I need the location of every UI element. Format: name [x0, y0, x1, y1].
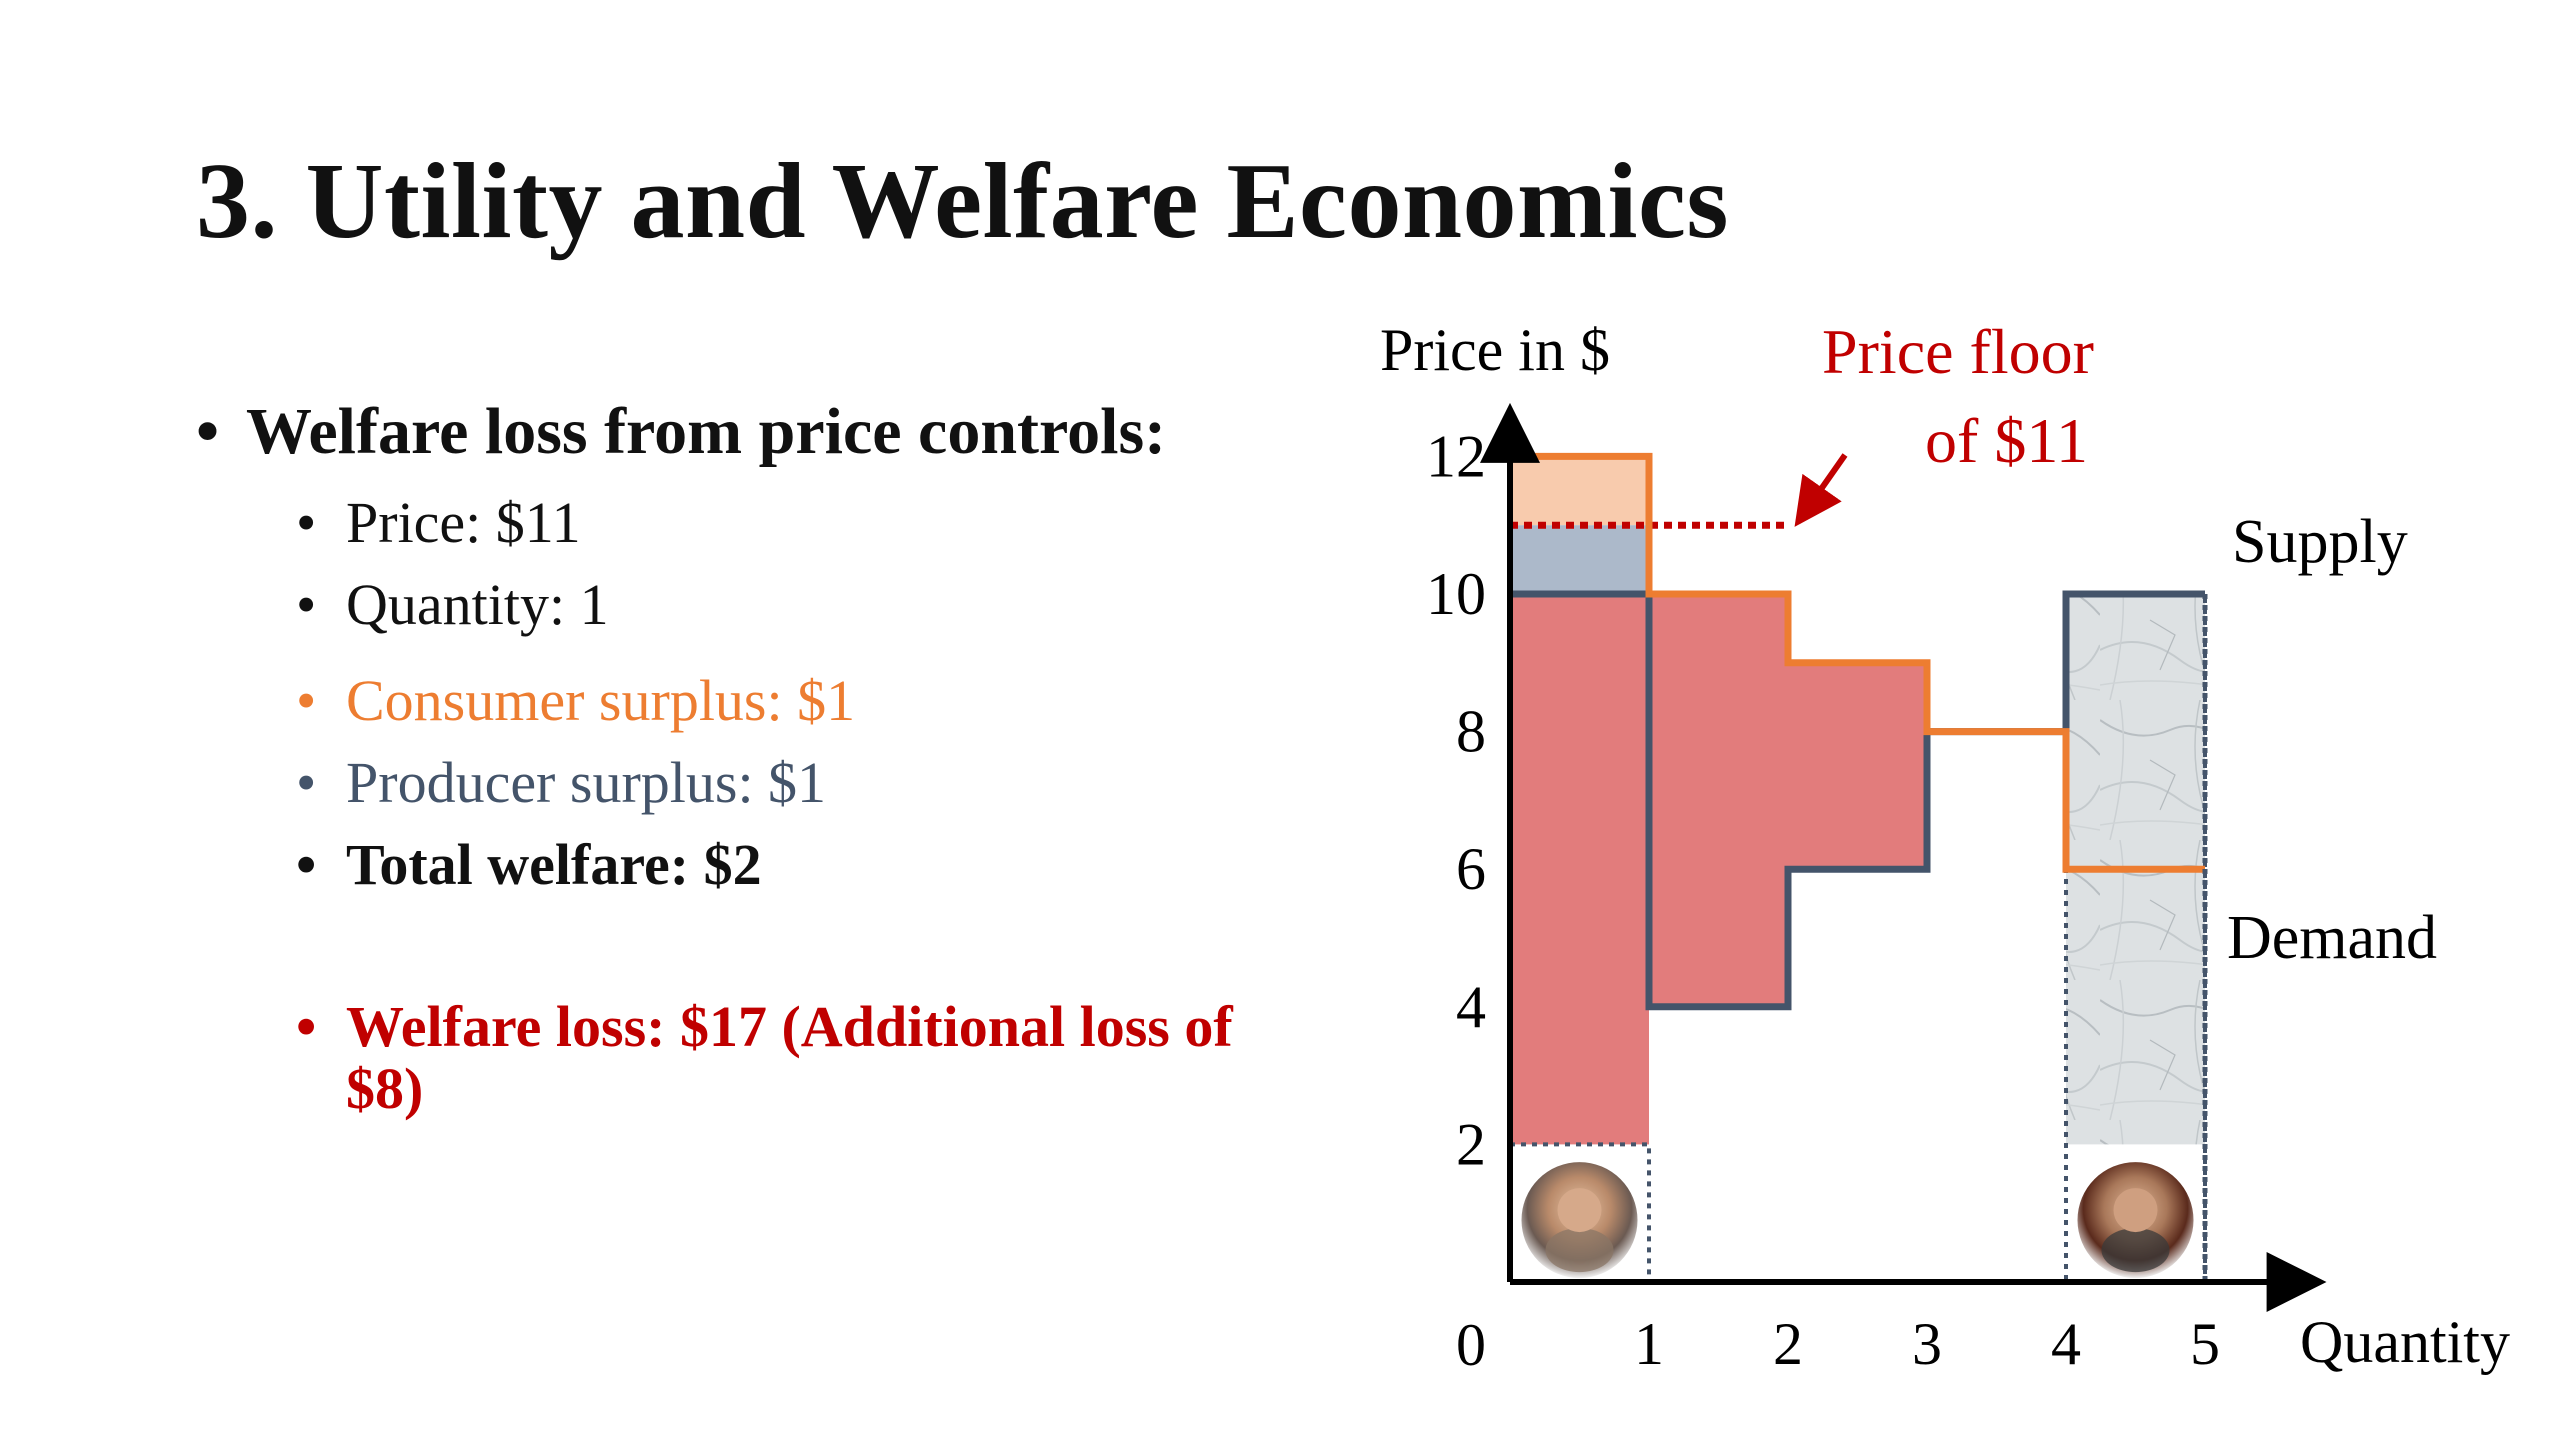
y-tick-12: 12	[1426, 423, 1486, 489]
y-tick-2: 2	[1456, 1111, 1486, 1177]
slide-title: 3. Utility and Welfare Economics	[196, 142, 1729, 261]
bullet-welfare-loss-price-controls: Welfare loss from price controls:	[196, 390, 1316, 474]
x-tick-4: 4	[2051, 1311, 2081, 1377]
y-tick-10: 10	[1426, 561, 1486, 627]
welfare-loss-2	[1649, 594, 1788, 1007]
producer-avatar-shoulders	[2101, 1228, 2170, 1273]
supply-curve	[1510, 590, 2205, 1011]
x-tick-2: 2	[1773, 1311, 1803, 1377]
demand-label: Demand	[2227, 904, 2437, 972]
welfare-loss-1	[1510, 594, 1649, 1145]
producer-surplus	[1510, 525, 1649, 594]
bullet-price: Price: $11	[296, 488, 1316, 558]
price-floor-label-amount: of $11	[1925, 405, 2088, 476]
price-floor-label: Price floor	[1822, 316, 2094, 387]
y-tick-4: 4	[1456, 974, 1486, 1040]
bullet-welfare-loss: Welfare loss: $17 (Additional loss of $8…	[296, 996, 1306, 1120]
chart-regions	[1510, 456, 1927, 1145]
y-tick-6: 6	[1456, 836, 1486, 902]
supply-label: Supply	[2232, 508, 2408, 576]
avatars	[1521, 1162, 2194, 1279]
origin-label: 0	[1456, 1312, 1486, 1378]
producer-avatar-face	[2113, 1188, 2158, 1233]
y-tick-8: 8	[1456, 699, 1486, 765]
bullet-total-welfare: Total welfare: $2	[296, 830, 1316, 900]
demand-curve	[1510, 452, 2205, 873]
x-axis-label: Quantity	[2300, 1309, 2510, 1375]
x-tick-3: 3	[1912, 1311, 1942, 1377]
x-tick-1: 1	[1634, 1311, 1664, 1377]
consumer-surplus	[1510, 456, 1649, 526]
bullet-producer-surplus: Producer surplus: $1	[296, 748, 1316, 818]
y-axis-label: Price in $	[1380, 317, 1610, 383]
bullet-consumer-surplus: Consumer surplus: $1	[296, 666, 1316, 736]
consumer-avatar-shoulders	[1545, 1228, 1614, 1273]
welfare-loss-3	[1788, 662, 1927, 870]
bullet-quantity: Quantity: 1	[296, 570, 1316, 640]
price-floor-arrow	[1794, 453, 1848, 527]
bullet-list: Welfare loss from price controls: Price:…	[196, 390, 1316, 1120]
x-tick-5: 5	[2190, 1311, 2220, 1377]
chart-curves	[1510, 452, 2208, 1282]
consumer-avatar-face	[1557, 1188, 1602, 1233]
